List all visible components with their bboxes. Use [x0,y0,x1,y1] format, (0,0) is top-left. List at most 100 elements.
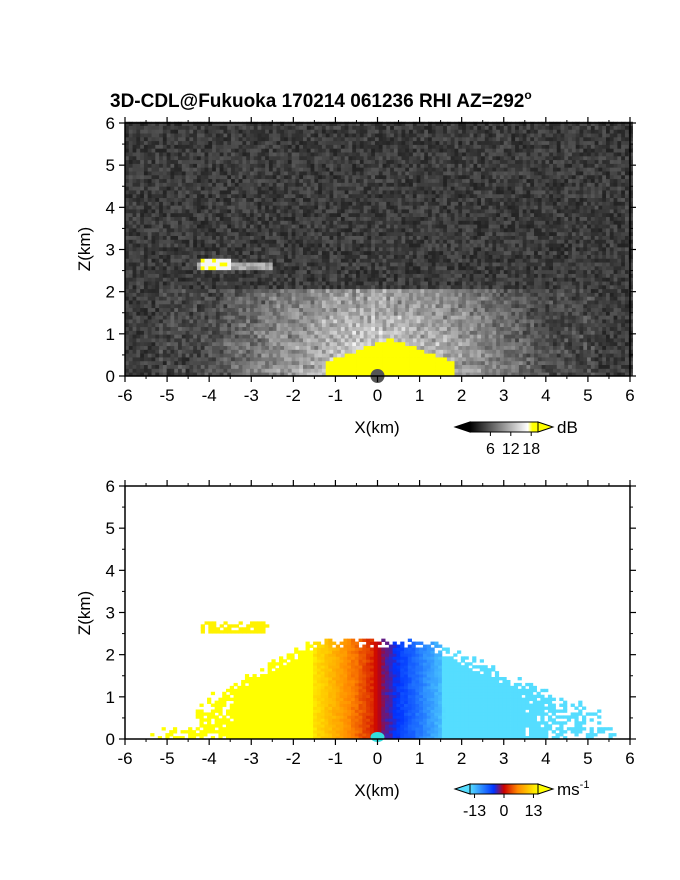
intensity-cell [178,360,183,366]
intensity-cell [159,133,164,138]
intensity-cell [162,311,168,316]
intensity-cell [337,262,342,267]
intensity-cell [303,174,308,180]
intensity-cell [314,190,319,195]
intensity-cell [196,326,202,331]
intensity-cell [352,171,357,176]
intensity-cell [306,121,311,126]
intensity-cell [401,159,406,164]
intensity-cell [261,265,266,271]
intensity-cell [253,372,258,377]
intensity-cell [276,254,281,259]
intensity-cell [371,235,376,240]
intensity-cell [337,243,342,248]
intensity-cell [181,307,186,312]
intensity-cell [185,174,190,180]
intensity-cell [295,171,300,176]
intensity-cell [272,250,277,255]
intensity-cell [257,224,262,229]
intensity-cell [234,136,240,142]
intensity-cell [151,319,156,324]
intensity-cell [143,307,149,312]
intensity-cell [272,205,277,210]
intensity-cell [344,357,349,362]
intensity-cell [140,368,145,373]
intensity-cell [310,125,315,130]
intensity-cell [128,167,133,172]
intensity-cell [344,190,349,195]
intensity-cell [348,152,353,157]
intensity-cell [178,319,183,324]
intensity-cell [178,212,183,218]
intensity-cell [299,326,304,331]
intensity-cell [166,201,171,206]
intensity-cell [314,277,319,282]
intensity-cell [132,296,137,301]
intensity-cell [246,209,251,214]
intensity-cell [215,239,221,244]
intensity-cell [393,152,399,157]
intensity-cell [231,326,236,331]
intensity-cell [325,288,330,293]
intensity-cell [344,364,349,369]
intensity-cell [321,231,327,236]
intensity-cell [185,265,190,271]
intensity-cell [287,315,293,320]
intensity-cell [352,288,357,293]
intensity-cell [344,155,349,161]
intensity-cell [344,201,349,206]
intensity-cell [132,163,137,168]
intensity-cell [272,178,277,183]
intensity-cell [166,209,171,214]
intensity-cell [242,281,247,286]
intensity-cell [291,262,296,267]
intensity-cell [246,322,251,328]
intensity-cell [170,349,175,354]
intensity-cell [310,254,315,259]
intensity-cell [291,159,296,164]
intensity-cell [401,186,406,191]
intensity-cell [337,303,342,309]
intensity-cell [257,155,262,161]
intensity-cell [352,307,357,312]
intensity-cell [238,273,243,278]
intensity-cell [193,190,198,195]
intensity-cell [280,296,285,301]
intensity-cell [265,357,270,362]
intensity-cell [227,372,232,377]
intensity-cell [363,186,368,191]
intensity-cell [147,284,152,290]
intensity-cell [234,322,240,328]
intensity-cell [310,300,315,305]
intensity-cell [291,190,296,195]
intensity-cell [306,250,311,255]
intensity-cell [200,209,205,214]
intensity-cell [227,209,232,214]
intensity-cell [318,235,323,240]
intensity-cell [140,220,145,225]
intensity-cell [189,349,194,354]
intensity-cell [170,250,175,255]
intensity-cell [306,178,311,183]
intensity-cell [196,144,202,149]
intensity-cell [310,239,315,244]
intensity-cell [128,148,133,153]
intensity-cell [321,178,327,183]
intensity-cell [200,144,205,149]
intensity-cell [268,262,274,267]
intensity-cell [257,201,262,206]
intensity-cell [405,246,410,252]
intensity-cell [125,258,130,263]
intensity-cell [306,167,311,172]
intensity-cell [397,303,402,309]
intensity-cell [329,159,334,164]
intensity-cell [215,182,221,187]
intensity-cell [284,224,289,229]
intensity-cell [125,182,130,187]
intensity-cell [162,159,168,164]
intensity-cell [386,220,391,225]
intensity-cell [265,322,270,328]
intensity-cell [151,190,156,195]
intensity-cell [382,190,387,195]
intensity-cell [321,144,327,149]
